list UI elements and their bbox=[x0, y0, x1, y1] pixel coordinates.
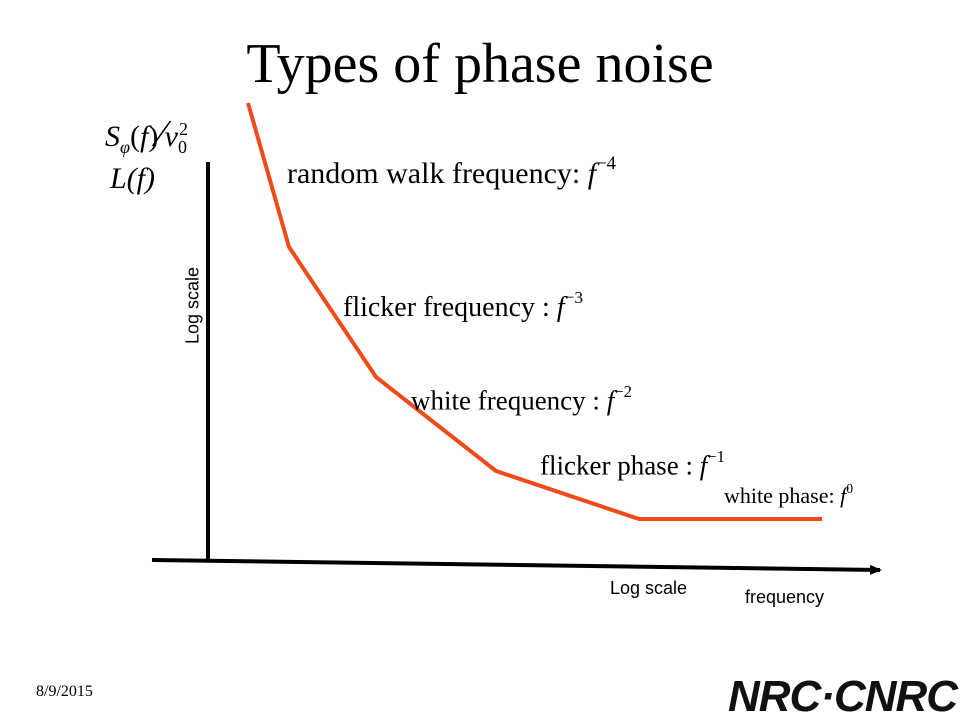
label-white-phase: white phase: f0 bbox=[724, 481, 854, 509]
slide-date: 8/9/2015 bbox=[36, 683, 93, 700]
noise-type-name: random walk frequency bbox=[287, 156, 572, 190]
noise-exponent: −2 bbox=[614, 382, 633, 401]
noise-exponent: −4 bbox=[596, 153, 616, 174]
y-label-spectral-density: Sφ(f)⁄ν02 bbox=[105, 113, 188, 157]
phase-noise-curve bbox=[246, 102, 822, 521]
label-flicker-phase: flicker phase : f−1 bbox=[540, 447, 726, 481]
y-axis-label-text: Log scale bbox=[182, 266, 203, 345]
noise-exponent: −3 bbox=[564, 288, 584, 307]
label-flicker-frequency: flicker frequency : f−3 bbox=[343, 288, 584, 324]
y-axis-label: Log scale bbox=[173, 250, 213, 360]
logo-text: NRC·CNRC bbox=[728, 672, 958, 721]
label-random-walk-frequency: random walk frequency: f−4 bbox=[287, 153, 616, 190]
x-axis bbox=[151, 558, 882, 575]
noise-type-name: flicker frequency bbox=[343, 292, 535, 324]
noise-type-name: white phase bbox=[724, 483, 829, 509]
x-axis-name-label: frequency bbox=[745, 587, 825, 607]
noise-type-name: white frequency bbox=[411, 385, 586, 416]
noise-exponent: 0 bbox=[846, 481, 854, 496]
y-label-script-l: L(f) bbox=[110, 162, 155, 195]
nrc-cnrc-logo: NRC·CNRC bbox=[728, 672, 960, 721]
noise-type-name: flicker phase bbox=[540, 450, 679, 481]
noise-exponent: −1 bbox=[707, 447, 726, 466]
x-axis-scale-label: Log scale bbox=[610, 578, 688, 598]
label-white-frequency: white frequency : f−2 bbox=[411, 382, 633, 416]
slide-title: Types of phase noise bbox=[246, 33, 714, 95]
